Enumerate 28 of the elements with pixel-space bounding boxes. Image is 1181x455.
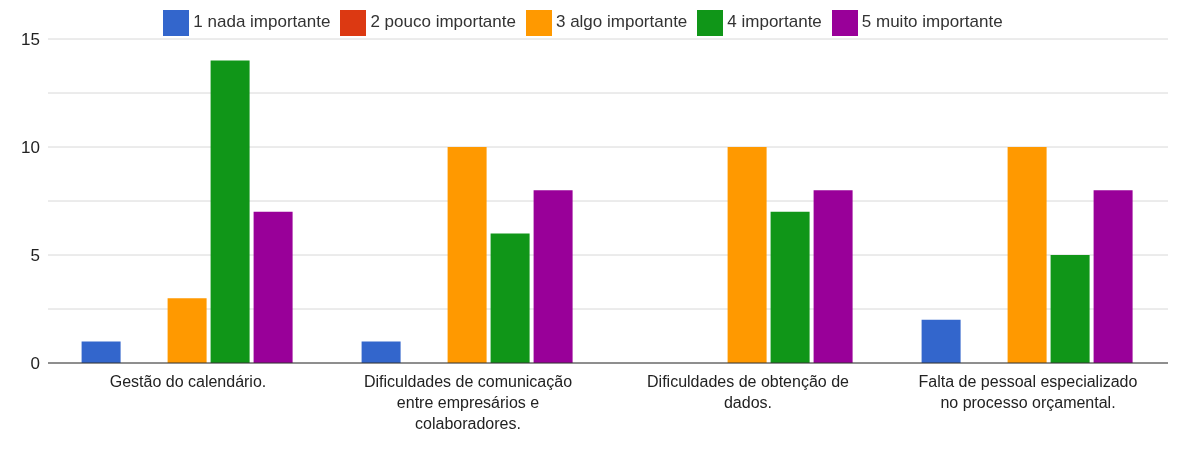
x-tick-label: Gestão do calendário. [109,373,267,390]
bar [253,211,293,363]
y-tick-label: 15 [21,30,40,50]
bar [361,341,401,363]
bar [447,147,487,363]
bar [1093,190,1133,363]
bar [533,190,573,363]
bar [770,211,810,363]
legend-label: 5 muito importante [861,12,1003,32]
y-tick-label: 0 [30,354,40,374]
legend-label: 2 pouco importante [370,12,516,32]
x-tick-label: Falta de pessoal especializado no processo orçamental. [918,373,1138,411]
bar [490,233,530,363]
legend-label: 4 importante [727,12,822,32]
bar [167,298,207,363]
legend-label: 1 nada importante [193,12,331,32]
bar [81,341,121,363]
bar [813,190,853,363]
bar [1007,147,1047,363]
y-tick-label: 10 [21,138,40,158]
x-tick-label: Dificuldades de obtenção de dados. [647,373,850,411]
bar [921,319,961,363]
bar [1050,255,1090,363]
bar [210,60,250,363]
y-tick-label: 5 [30,246,40,266]
bar [727,147,767,363]
x-tick-label: Dificuldades de comunicação entre empresários e colaboradores. [363,373,573,432]
legend-label: 3 algo importante [555,12,688,32]
